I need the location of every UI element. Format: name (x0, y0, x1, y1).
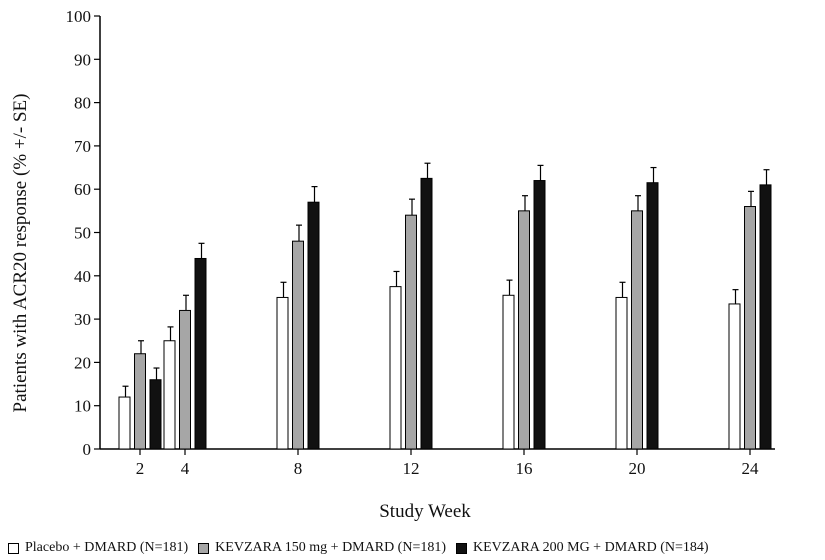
x-tick-label: 20 (629, 459, 646, 478)
legend-swatch-kevzara-200 (456, 542, 468, 554)
bar-kevzara-150 (179, 309, 191, 450)
x-tick-label: 24 (742, 459, 760, 478)
bar-kevzara-150 (405, 214, 417, 450)
bar-kevzara-200 (194, 257, 207, 450)
legend-item-kevzara-200: KEVZARA 200 MG + DMARD (N=184) (456, 540, 709, 556)
legend-item-placebo: Placebo + DMARD (N=181) (8, 540, 188, 556)
y-tick-label: 10 (74, 397, 91, 416)
x-tick-label: 2 (136, 459, 145, 478)
x-tick-label: 12 (403, 459, 420, 478)
legend-swatch-placebo (8, 542, 19, 554)
y-tick-label: 0 (83, 440, 92, 459)
x-tick-label: 16 (516, 459, 533, 478)
bar-kevzara-150 (744, 206, 756, 450)
bar-kevzara-200 (420, 177, 433, 450)
y-tick-label: 80 (74, 94, 91, 113)
legend-swatch-kevzara-150 (198, 542, 210, 554)
legend-label-kevzara-150: KEVZARA 150 mg + DMARD (N=181) (215, 540, 447, 555)
bar-placebo (615, 296, 628, 450)
legend: Placebo + DMARD (N=181) KEVZARA 150 mg +… (8, 537, 825, 559)
y-tick-label: 40 (74, 267, 91, 286)
bar-placebo (276, 296, 289, 450)
bar-placebo (118, 396, 131, 450)
bar-kevzara-150 (518, 210, 530, 450)
y-tick-label: 60 (74, 180, 91, 199)
y-tick-label: 50 (74, 224, 91, 243)
bar-kevzara-200 (646, 182, 659, 450)
bar-placebo (163, 340, 176, 450)
legend-label-kevzara-200: KEVZARA 200 MG + DMARD (N=184) (473, 540, 709, 555)
y-tick-label: 100 (66, 7, 92, 26)
bar-kevzara-200 (533, 180, 546, 450)
bar-kevzara-200 (759, 184, 772, 450)
x-tick-label: 8 (294, 459, 303, 478)
bar-kevzara-150 (134, 353, 146, 450)
bar-placebo (389, 286, 402, 450)
y-tick-label: 30 (74, 310, 91, 329)
x-tick-label: 4 (181, 459, 190, 478)
legend-label-placebo: Placebo + DMARD (N=181) (25, 540, 189, 555)
bar-kevzara-150 (292, 240, 304, 450)
bar-placebo (502, 294, 515, 450)
bar-kevzara-200 (307, 201, 320, 450)
y-tick-label: 20 (74, 353, 91, 372)
y-tick-label: 70 (74, 137, 91, 156)
y-tick-label: 90 (74, 50, 91, 69)
y-axis-label: Patients with ACR20 response (% +/- SE) (10, 94, 31, 413)
legend-item-kevzara-150: KEVZARA 150 mg + DMARD (N=181) (198, 540, 446, 556)
bar-placebo (728, 303, 741, 450)
bar-kevzara-150 (631, 210, 643, 450)
bar-kevzara-200 (149, 379, 162, 450)
x-axis-label: Study Week (379, 501, 471, 522)
